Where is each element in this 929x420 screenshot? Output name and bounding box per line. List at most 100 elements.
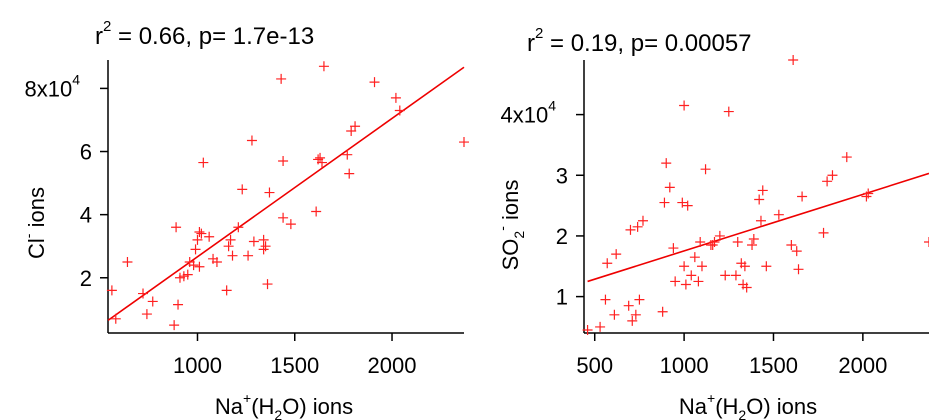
x-tick-label: 1500 <box>270 353 319 378</box>
data-point <box>773 209 784 220</box>
data-point <box>788 55 799 65</box>
data-point <box>233 222 244 233</box>
data-point <box>316 157 327 168</box>
data-point <box>194 227 205 238</box>
data-point <box>664 182 675 193</box>
data-point <box>285 219 296 230</box>
data-point <box>670 276 681 287</box>
data-point <box>689 252 700 263</box>
data-point <box>682 200 693 211</box>
y-tick-label: 2 <box>80 266 92 291</box>
chart-cl-vs-na: r2 = 0.66, p= 1.7e-13 1000 1500 2000 2 4 6 8x1… <box>20 18 469 420</box>
data-point <box>818 227 829 238</box>
data-point <box>394 105 405 116</box>
x-tick-label: 1500 <box>749 353 798 378</box>
data-point <box>141 309 152 320</box>
data-point <box>786 240 797 251</box>
chart-so2-vs-na: r2 = 0.19, p= 0.00057 500 1000 1500 2000 1 2 3… <box>494 25 929 420</box>
data-point <box>369 77 380 88</box>
data-point <box>714 230 725 241</box>
data-point <box>611 249 622 260</box>
data-point <box>211 256 222 267</box>
tick-labels: 500 1000 1500 2000 1 2 3 4x104 <box>500 98 887 378</box>
data-point <box>260 241 271 252</box>
chart-title: r2 = 0.19, p= 0.00057 <box>527 25 752 57</box>
data-point <box>609 309 620 320</box>
data-point <box>680 279 691 290</box>
data-point <box>171 222 182 233</box>
data-point <box>720 270 731 281</box>
y-tick-label: 2 <box>556 224 568 249</box>
data-point <box>741 282 752 293</box>
data-point <box>223 241 234 252</box>
data-point <box>173 299 184 310</box>
data-point <box>924 237 929 247</box>
data-point <box>668 243 679 254</box>
data-point <box>602 258 613 269</box>
data-point <box>248 236 259 247</box>
x-tick-label: 1000 <box>660 353 709 378</box>
data-point <box>188 260 199 271</box>
y-tick-label: 4 <box>80 203 92 228</box>
data-point <box>264 187 275 198</box>
data-point <box>696 261 707 272</box>
y-tick-label: 8x104 <box>24 71 80 101</box>
data-point <box>182 269 193 280</box>
data-point <box>739 261 750 272</box>
data-point <box>350 121 361 132</box>
regression-line <box>107 66 465 322</box>
data-point <box>679 100 690 111</box>
data-point <box>730 270 741 281</box>
x-axis-label: Na+(H2O) ions <box>679 390 817 420</box>
data-point <box>278 155 289 166</box>
regression-line <box>587 172 929 283</box>
data-point <box>754 194 765 205</box>
data-point <box>791 246 802 257</box>
plot-area <box>106 60 469 334</box>
data-point <box>122 256 133 267</box>
data-point <box>318 61 329 72</box>
data-point <box>797 191 808 202</box>
x-tick-label: 2000 <box>368 353 417 378</box>
data-point <box>657 306 668 317</box>
data-point <box>258 234 269 245</box>
data-point <box>732 237 743 247</box>
data-point <box>225 234 236 245</box>
data-point <box>243 250 254 261</box>
data-point <box>827 170 838 181</box>
data-point <box>761 261 772 272</box>
data-point <box>623 300 634 311</box>
data-point <box>221 285 232 296</box>
data-point <box>637 215 648 226</box>
x-tick-label: 1000 <box>173 353 222 378</box>
data-point <box>841 152 852 163</box>
data-point <box>625 224 636 235</box>
data-point <box>227 250 238 261</box>
data-point <box>246 135 257 146</box>
data-point <box>390 92 401 103</box>
data-point <box>595 321 606 332</box>
x-axis-label: Na+(H2O) ions <box>215 390 353 420</box>
data-point <box>278 212 289 223</box>
data-point <box>709 237 720 247</box>
y-axis-label: Cl- ions <box>20 187 49 259</box>
data-point <box>661 158 672 169</box>
data-point <box>342 149 353 160</box>
data-point <box>659 197 670 208</box>
data-point <box>634 294 645 305</box>
data-point <box>757 185 768 196</box>
y-tick-label: 3 <box>556 163 568 188</box>
data-point <box>194 261 205 272</box>
data-point <box>755 215 766 226</box>
y-tick-label: 1 <box>556 285 568 310</box>
data-point <box>262 279 273 290</box>
data-point <box>311 206 322 217</box>
data-point <box>600 294 611 305</box>
data-point <box>344 168 355 179</box>
data-point <box>679 261 690 272</box>
chart-title: r2 = 0.66, p= 1.7e-13 <box>95 18 314 50</box>
data-point <box>582 324 593 335</box>
data-point <box>627 315 638 326</box>
data-point <box>198 157 209 168</box>
